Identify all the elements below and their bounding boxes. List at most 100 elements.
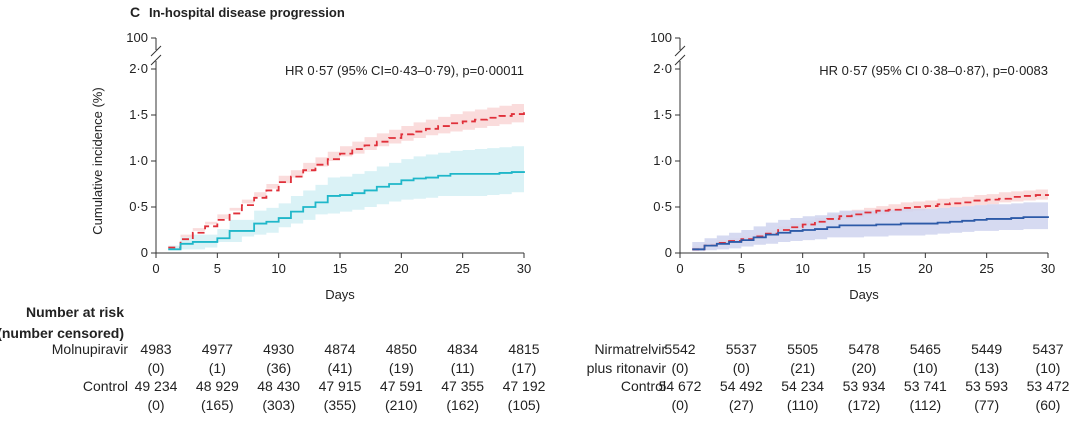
risk-censored-value: (13) — [974, 360, 1000, 376]
y-tick-label: 2·0 — [653, 61, 672, 76]
risk-censored-value: (17) — [511, 360, 537, 376]
risk-censored-value: (172) — [847, 397, 881, 413]
y-tick-label: 0 — [141, 245, 148, 260]
risk-at-risk-value: 54 492 — [719, 378, 763, 394]
x-axis-label: Days — [849, 287, 879, 302]
risk-at-risk-value: 5537 — [725, 341, 757, 357]
risk-censored-value: (10) — [912, 360, 938, 376]
risk-at-risk-value: 53 741 — [903, 378, 947, 394]
y-tick-label: 0 — [665, 245, 672, 260]
risk-at-risk-value: 47 591 — [379, 378, 423, 394]
risk-censored-value: (1) — [208, 360, 226, 376]
chart-nirmatrelvir: 0 5 10 15 20 25 30 0 0·5 1·0 1·5 2·0 100 Days HR 0·57 … — [650, 30, 1055, 302]
y-tick-label: 0·5 — [653, 199, 672, 214]
risk-at-risk-value: 47 915 — [318, 378, 362, 394]
chart-molnupiravir: 0 5 10 15 20 25 30 0 0·5 1·0 1·5 2·0 100 Days Cumulati… — [90, 30, 531, 302]
x-tick-label: 5 — [214, 261, 221, 276]
risk-censored-value: (0) — [147, 360, 165, 376]
panel-title: In-hospital disease progression — [149, 5, 345, 20]
risk-at-risk-value: 5465 — [909, 341, 941, 357]
risk-censored-value: (20) — [851, 360, 877, 376]
risk-at-risk-value: 5542 — [664, 341, 696, 357]
y-tick-label-100: 100 — [650, 30, 672, 45]
axis-break-mark — [150, 54, 162, 66]
risk-censored-value: (41) — [327, 360, 353, 376]
x-tick-label: 25 — [455, 261, 469, 276]
x-tick-label: 25 — [979, 261, 993, 276]
risk-row-label: Control — [620, 378, 666, 394]
risk-at-risk-value: 4983 — [140, 341, 172, 357]
risk-censored-value: (105) — [507, 397, 541, 413]
risk-at-risk-value: 5478 — [848, 341, 880, 357]
x-tick-label: 20 — [394, 261, 408, 276]
risk-at-risk-value: 53 934 — [842, 378, 886, 394]
x-tick-label: 0 — [152, 261, 159, 276]
risk-at-risk-value: 48 929 — [195, 378, 239, 394]
risk-row-label: Control — [82, 378, 128, 394]
risk-title-line-2: (number censored) — [0, 325, 124, 341]
risk-at-risk-value: 49 234 — [134, 378, 178, 394]
x-tick-label: 10 — [271, 261, 285, 276]
risk-censored-value: (162) — [446, 397, 479, 413]
risk-at-risk-value: 54 234 — [781, 378, 825, 394]
y-tick-label-100: 100 — [126, 30, 148, 45]
risk-censored-value: (10) — [1035, 360, 1061, 376]
risk-censored-value: (110) — [786, 397, 819, 413]
risk-censored-value: (21) — [790, 360, 816, 376]
ci-band-molnupiravir — [168, 144, 524, 253]
risk-at-risk-value: 4850 — [385, 341, 417, 357]
risk-at-risk-value: 5449 — [971, 341, 1003, 357]
risk-row-label: plus ritonavir — [586, 360, 666, 376]
risk-censored-value: (165) — [200, 397, 234, 413]
y-tick-label: 1·5 — [129, 107, 148, 122]
axis-break-mark — [674, 45, 686, 57]
risk-censored-value: (112) — [909, 397, 942, 413]
risk-at-risk-value: 53 593 — [965, 378, 1009, 394]
x-tick-label: 15 — [333, 261, 347, 276]
risk-censored-value: (355) — [323, 397, 357, 413]
y-tick-label: 2·0 — [129, 61, 148, 76]
y-tick-label: 1·5 — [653, 107, 672, 122]
series-line-molnupiravir — [168, 171, 525, 251]
risk-censored-value: (60) — [1035, 397, 1061, 413]
risk-row-label: Molnupiravir — [51, 341, 128, 357]
risk-at-risk-value: 53 472 — [1026, 378, 1070, 394]
x-tick-label: 0 — [676, 261, 683, 276]
risk-at-risk-value: 5437 — [1032, 341, 1064, 357]
risk-censored-value: (303) — [262, 397, 295, 413]
risk-at-risk-value: 4874 — [324, 341, 356, 357]
risk-censored-value: (77) — [974, 397, 1000, 413]
risk-at-risk-value: 48 430 — [257, 378, 301, 394]
risk-at-risk-value: 47 192 — [502, 378, 546, 394]
panel-letter: C — [130, 4, 140, 20]
hr-annotation: HR 0·57 (95% CI=0·43–0·79), p=0·00011 — [285, 63, 524, 78]
risk-at-risk-value: 47 355 — [441, 378, 485, 394]
risk-censored-value: (0) — [732, 360, 750, 376]
risk-at-risk-value: 54 672 — [658, 378, 702, 394]
x-tick-label: 10 — [795, 261, 809, 276]
ci-band-nirmatrelvir — [692, 201, 1048, 253]
risk-censored-value: (210) — [384, 397, 418, 413]
y-tick-label: 0·5 — [129, 199, 148, 214]
risk-censored-value: (36) — [266, 360, 292, 376]
risk-censored-value: (11) — [450, 360, 475, 376]
series-line-control — [692, 194, 1049, 251]
risk-censored-value: (27) — [728, 397, 754, 413]
y-axis-label: Cumulative incidence (%) — [90, 87, 105, 234]
x-axis-label: Days — [325, 287, 355, 302]
hr-annotation: HR 0·57 (95% CI 0·38–0·87), p=0·0083 — [819, 63, 1048, 78]
risk-censored-value: (0) — [671, 360, 689, 376]
risk-censored-value: (0) — [671, 397, 689, 413]
series-line-nirmatrelvir — [692, 216, 1049, 251]
risk-at-risk-value: 4834 — [447, 341, 479, 357]
ci-band-control — [168, 101, 524, 252]
risk-at-risk-value: 4977 — [201, 341, 233, 357]
y-tick-label: 1·0 — [129, 153, 148, 168]
x-tick-label: 30 — [1041, 261, 1055, 276]
risk-table-title: Number at risk (number censored) — [0, 302, 124, 344]
risk-censored-value: (0) — [147, 397, 165, 413]
risk-at-risk-value: 4930 — [263, 341, 295, 357]
x-tick-label: 30 — [517, 261, 531, 276]
